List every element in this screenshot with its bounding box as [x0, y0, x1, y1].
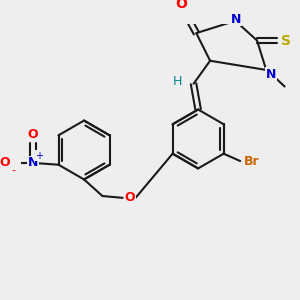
Text: O: O — [0, 156, 10, 170]
Text: O: O — [27, 128, 38, 141]
Text: N: N — [266, 68, 276, 81]
Text: N: N — [28, 156, 38, 170]
Text: H: H — [172, 75, 182, 88]
Text: +: + — [35, 151, 43, 160]
Text: -: - — [11, 165, 15, 175]
Text: O: O — [176, 0, 188, 11]
Text: O: O — [125, 191, 135, 204]
Text: N: N — [231, 13, 241, 26]
Text: S: S — [281, 34, 292, 47]
Text: Br: Br — [244, 154, 260, 167]
